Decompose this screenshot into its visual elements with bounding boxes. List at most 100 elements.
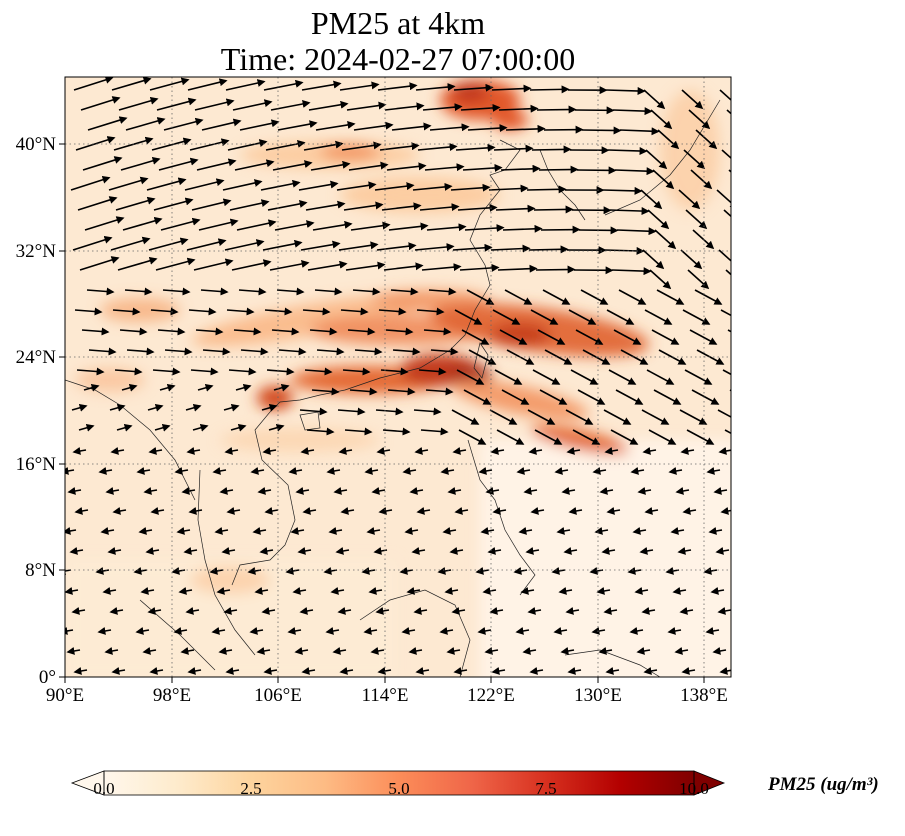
wind-vector-arrow	[695, 129, 718, 150]
wind-vector-arrow	[236, 219, 277, 231]
wind-vector-arrow	[480, 527, 495, 535]
wind-vector-arrow	[536, 105, 577, 114]
wind-vector-arrow	[223, 403, 240, 412]
wind-vector-arrow	[126, 347, 155, 356]
wind-vector-arrow	[250, 467, 265, 475]
wind-vector-arrow	[563, 547, 578, 555]
wind-vector-arrow	[346, 101, 387, 111]
wind-vector-arrow	[337, 407, 366, 416]
wind-vector-arrow	[532, 369, 561, 385]
wind-vector-arrow	[152, 367, 181, 376]
wind-vector-arrow	[116, 423, 133, 432]
wind-vector-arrow	[120, 156, 161, 171]
wind-vector-arrow	[577, 389, 606, 405]
wind-vector-arrow	[202, 347, 231, 356]
map-time-subtitle: Time: 2024-02-27 07:00:00	[220, 41, 576, 77]
map-title: PM25 at 4km	[310, 5, 486, 41]
wind-vector-arrow	[656, 289, 685, 305]
wind-vector-arrow	[125, 117, 166, 131]
wind-vector-arrow	[646, 369, 675, 385]
wind-vector-arrow	[65, 587, 79, 595]
wind-vector-arrow	[271, 327, 300, 336]
wind-vector-arrow	[404, 527, 419, 535]
wind-vector-arrow	[157, 327, 186, 336]
wind-vector-arrow	[229, 199, 270, 211]
wind-vector-arrow	[642, 249, 665, 270]
wind-vector-arrow	[724, 429, 731, 435]
wind-vector-arrow	[642, 447, 657, 455]
wind-vector-arrow	[451, 409, 480, 425]
wind-vector-arrow	[491, 667, 506, 675]
wind-vector-arrow	[340, 507, 355, 515]
wind-vector-arrow	[295, 487, 310, 495]
wind-vector-arrow	[390, 287, 419, 296]
wind-vector-arrow	[181, 487, 196, 495]
wind-vector-arrow	[632, 527, 647, 535]
wind-vector-arrow	[339, 81, 380, 91]
wind-vector-arrow	[606, 507, 621, 515]
wind-vector-arrow	[151, 137, 192, 151]
wind-vector-arrow	[164, 347, 193, 356]
wind-vector-arrow	[193, 258, 234, 271]
wind-vector-arrow	[401, 627, 416, 635]
wind-vector-arrow	[685, 209, 708, 230]
wind-vector-arrow	[422, 103, 463, 112]
wind-vector-arrow	[464, 224, 505, 233]
wind-vector-arrow	[76, 367, 105, 376]
wind-vector-arrow	[734, 130, 754, 148]
wind-vector-arrow	[553, 627, 568, 635]
wind-vector-arrow	[272, 160, 313, 171]
longitude-tick-label: 106°E	[254, 685, 302, 706]
wind-vector-arrow	[619, 127, 660, 136]
wind-vector-arrow	[528, 245, 569, 254]
wind-vector-arrow	[602, 186, 643, 195]
wind-vector-arrow	[451, 607, 466, 615]
wind-vector-arrow	[491, 84, 532, 93]
wind-vector-arrow	[361, 567, 376, 575]
wind-vector-arrow	[606, 309, 635, 325]
wind-vector-arrow	[200, 287, 229, 296]
wind-vector-arrow	[604, 447, 619, 455]
wind-vector-arrow	[608, 369, 637, 385]
wind-vector-arrow	[378, 507, 393, 515]
wind-vector-arrow	[67, 487, 82, 495]
wind-vector-arrow	[297, 547, 312, 555]
wind-vector-arrow	[239, 119, 280, 131]
wind-vector-arrow	[376, 447, 391, 455]
wind-vector-arrow	[354, 347, 383, 356]
wind-vector-arrow	[115, 196, 156, 211]
wind-vector-arrow	[212, 467, 227, 475]
wind-vector-arrow	[315, 120, 356, 131]
wind-vector-arrow	[73, 77, 114, 91]
wind-vector-arrow	[463, 389, 492, 405]
wind-vector-arrow	[375, 407, 404, 416]
wind-vector-arrow	[426, 223, 467, 232]
wind-vector-arrow	[146, 177, 187, 191]
wind-vector-arrow	[458, 429, 487, 445]
wind-vector-arrow	[148, 237, 189, 251]
wind-vector-arrow	[429, 123, 470, 132]
wind-vector-arrow	[454, 309, 483, 325]
wind-vector-arrow	[413, 407, 442, 416]
wind-vector-arrow	[302, 307, 331, 316]
wind-vector-arrow	[455, 143, 496, 152]
colorbar-tick-label: 2.5	[240, 779, 262, 798]
wind-vector-arrow	[150, 307, 179, 316]
longitude-tick-label: 130°E	[574, 685, 622, 706]
wind-vector-arrow	[413, 607, 428, 615]
wind-vector-arrow	[402, 467, 417, 475]
wind-vector-arrow	[591, 627, 606, 635]
wind-vector-arrow	[383, 262, 424, 271]
wind-vector-arrow	[539, 389, 568, 405]
wind-vector-arrow	[556, 527, 571, 535]
wind-vector-arrow	[720, 309, 731, 317]
wind-vector-arrow	[535, 265, 576, 274]
wind-vector-arrow	[703, 567, 718, 575]
wind-vector-arrow	[527, 607, 542, 615]
wind-vector-arrow	[568, 309, 597, 325]
wind-vector-arrow	[670, 527, 685, 535]
latitude-tick-label: 16°N	[16, 454, 57, 475]
wind-vector-arrow	[592, 467, 607, 475]
wind-vector-arrow	[257, 487, 272, 495]
wind-vector-arrow	[109, 607, 124, 615]
